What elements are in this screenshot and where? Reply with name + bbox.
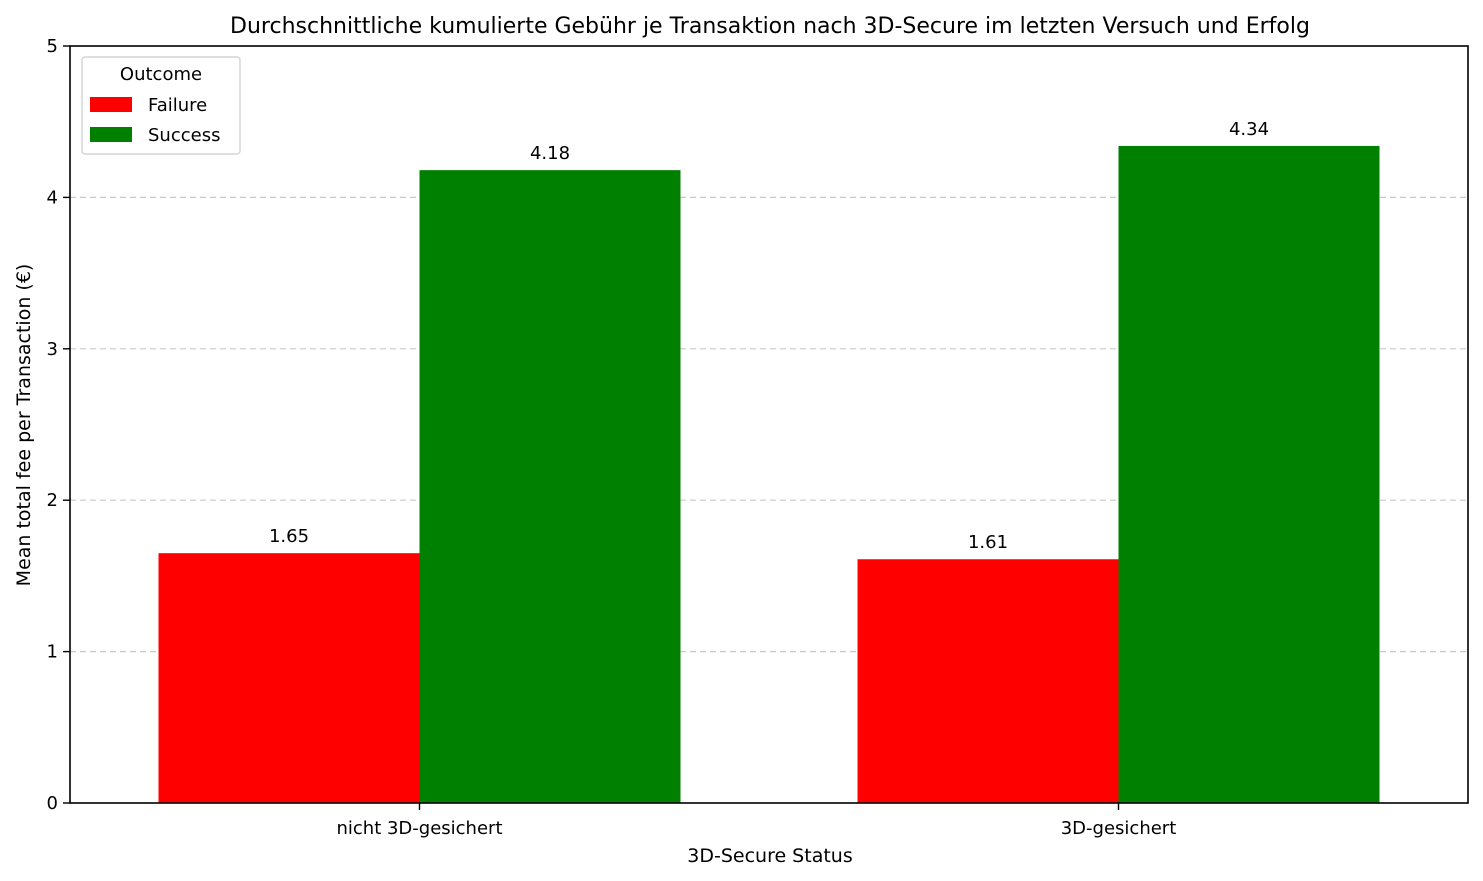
bar-success [419, 170, 681, 803]
data-labels: 1.65 4.18 1.61 4.34 [269, 119, 1269, 553]
legend-label-success: Success [148, 125, 220, 146]
bar-failure [857, 559, 1119, 803]
legend-label-failure: Failure [148, 95, 207, 116]
bars [158, 145, 1380, 803]
chart-title: Durchschnittliche kumulierte Gebühr je T… [230, 14, 1310, 39]
data-label: 1.61 [968, 532, 1008, 553]
y-tick-label: 1 [47, 642, 58, 663]
bar-failure [158, 553, 420, 803]
legend-items: Failure Success [90, 95, 220, 146]
y-axis-ticks: 0 1 2 3 4 5 [47, 36, 70, 814]
data-label: 4.34 [1229, 119, 1269, 140]
plot-frame [69, 45, 1469, 804]
bar-success [1118, 145, 1380, 803]
data-label: 4.18 [530, 143, 570, 164]
y-tick-label: 4 [47, 187, 58, 208]
x-tick-label: 3D-gesichert [1061, 818, 1177, 839]
y-tick-label: 3 [47, 339, 58, 360]
x-axis-ticks: nicht 3D-gesichert 3D-gesichert [336, 803, 1176, 839]
y-tick-label: 0 [47, 793, 58, 814]
data-label: 1.65 [269, 526, 309, 547]
legend-swatch-failure [90, 97, 132, 112]
y-axis-label: Mean total fee per Transaction (€) [13, 264, 35, 587]
y-tick-label: 5 [47, 36, 58, 57]
legend: Outcome Failure Success [81, 56, 241, 155]
x-axis-label: 3D-Secure Status [687, 845, 852, 867]
legend-swatch-success [90, 127, 132, 142]
y-tick-label: 2 [47, 490, 58, 511]
x-tick-label: nicht 3D-gesichert [336, 818, 502, 839]
legend-title: Outcome [120, 64, 202, 85]
